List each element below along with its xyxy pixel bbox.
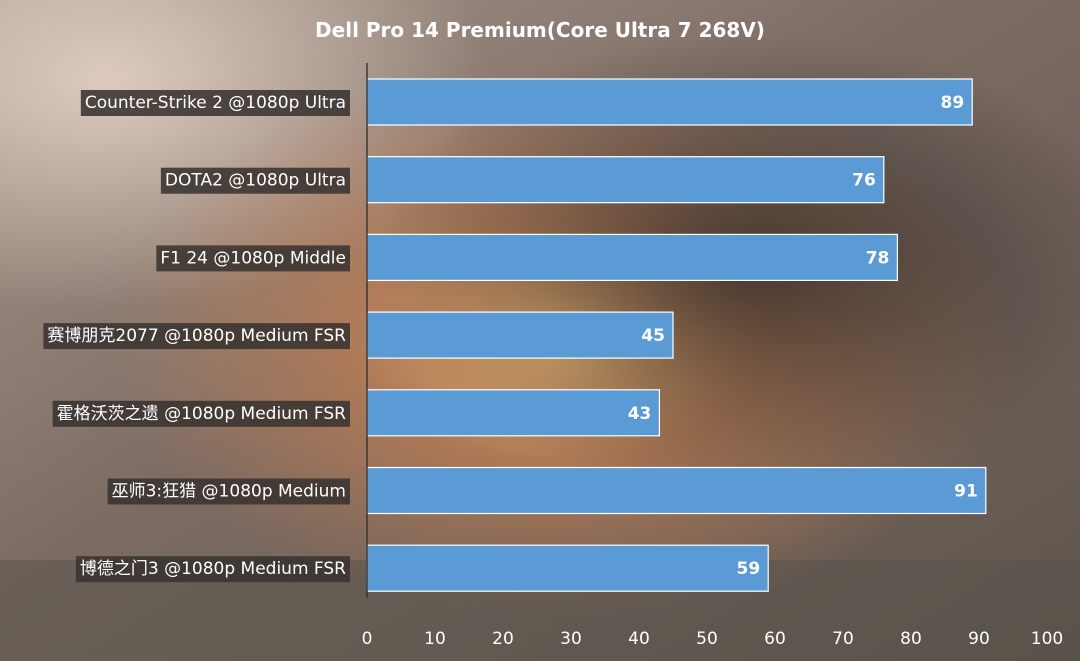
bar-3: [366, 233, 899, 281]
category-label-background: [80, 90, 350, 116]
bar-1: [366, 78, 973, 126]
category-label-group-3: F1 24 @1080p Middle: [156, 245, 350, 272]
category-label-3: F1 24 @1080p Middle: [160, 248, 346, 268]
x-tick-label-50: 50: [696, 629, 718, 649]
category-label-7: 博德之门3 @1080p Medium FSR: [80, 559, 346, 579]
category-label-group-7: 博德之门3 @1080p Medium FSR: [75, 556, 350, 583]
x-axis: 0 10 20 30 40 50 60 70 80 90 100: [362, 63, 1063, 649]
category-label-6: 巫师3:狂猎 @1080p Medium: [112, 482, 346, 502]
category-label-group-1: Counter-Strike 2 @1080p Ultra: [80, 90, 350, 116]
data-label-5: 43: [628, 404, 652, 424]
x-tick-label-40: 40: [628, 629, 650, 649]
x-tick-label-100: 100: [1031, 629, 1063, 649]
category-label-1: Counter-Strike 2 @1080p Ultra: [85, 93, 346, 113]
bar-5: [366, 389, 660, 437]
bar-7: [366, 544, 769, 592]
x-tick-label-70: 70: [832, 629, 854, 649]
category-label-group-4: 赛博朋克2077 @1080p Medium FSR: [43, 323, 350, 350]
category-label-group-6: 巫师3:狂猎 @1080p Medium: [107, 478, 350, 505]
category-label-background: [160, 167, 350, 194]
category-labels: Counter-Strike 2 @1080p Ultra DOTA2 @1080…: [43, 90, 350, 583]
category-label-background: [107, 478, 350, 505]
data-label-2: 76: [852, 171, 876, 191]
category-label-background: [52, 400, 350, 427]
category-label-4: 赛博朋克2077 @1080p Medium FSR: [47, 325, 346, 346]
bars-layer: 89 76 78 45 43 91 59: [366, 78, 987, 592]
category-label-5: 霍格沃茨之遗 @1080p Medium FSR: [57, 404, 347, 424]
data-label-1: 89: [941, 93, 965, 113]
data-label-4: 45: [641, 326, 665, 346]
x-tick-label-30: 30: [560, 629, 582, 649]
category-label-2: DOTA2 @1080p Ultra: [165, 171, 346, 191]
x-tick-label-10: 10: [424, 629, 446, 649]
category-label-background: [156, 245, 350, 272]
bar-6: [366, 466, 987, 515]
bar-4: [366, 311, 674, 359]
category-label-group-5: 霍格沃茨之遗 @1080p Medium FSR: [52, 400, 350, 427]
data-label-7: 59: [737, 559, 761, 579]
x-tick-label-20: 20: [492, 629, 514, 649]
category-label-group-2: DOTA2 @1080p Ultra: [160, 167, 350, 194]
x-tick-label-60: 60: [764, 629, 786, 649]
bar-2: [366, 156, 885, 204]
data-label-3: 78: [866, 248, 890, 268]
category-label-background: [43, 323, 350, 350]
x-tick-label-90: 90: [968, 629, 990, 649]
x-tick-label-0: 0: [362, 629, 373, 649]
x-tick-label-80: 80: [900, 629, 922, 649]
data-label-6: 91: [954, 482, 978, 502]
chart-title: Dell Pro 14 Premium(Core Ultra 7 268V): [315, 18, 765, 42]
category-label-background: [75, 556, 350, 583]
